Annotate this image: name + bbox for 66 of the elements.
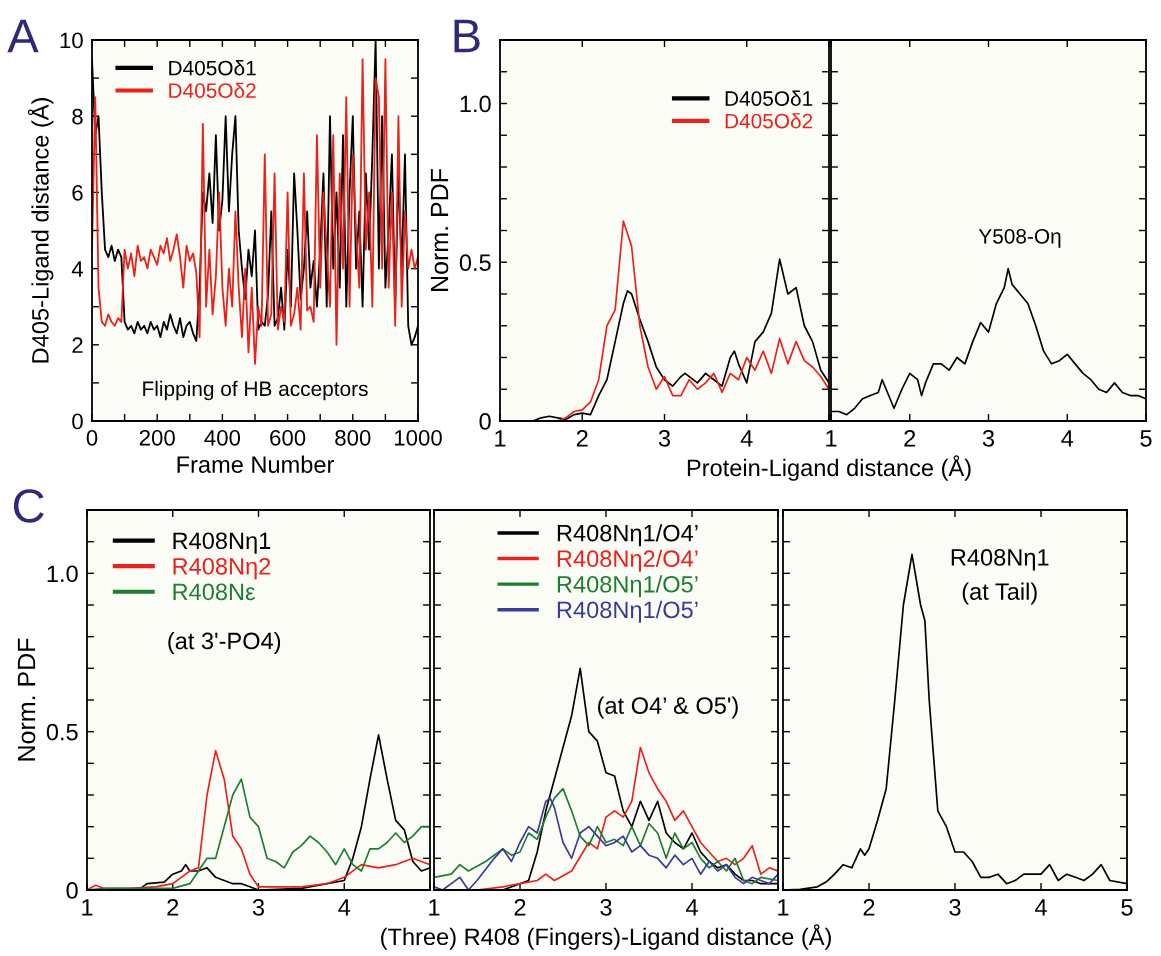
legend-label: R408Nη2/O4’: [557, 549, 698, 572]
y-axis-title: D405-Ligand distance (Å): [27, 98, 54, 363]
x-tick-label: 3: [982, 429, 995, 447]
text: A: [7, 19, 39, 53]
legend-label: R408Nη1/O4’: [557, 524, 698, 547]
x-axis-title: Frame Number: [177, 455, 334, 473]
y-tick-label: 0: [479, 413, 491, 430]
x-tick-label: 3: [600, 898, 612, 916]
x-tick-label: 2: [576, 429, 588, 447]
legend-label: D405Oδ2: [169, 82, 256, 98]
legend-label: D405Oδ1: [725, 90, 813, 106]
x-tick-label: 3: [658, 429, 671, 447]
x-tick-label: 1: [429, 899, 440, 916]
x-tick-label: 4: [740, 430, 753, 447]
legend-label: R408Nη1/O5’: [557, 600, 698, 623]
x-tick-label: 600: [270, 429, 306, 446]
y-tick-label: 0: [66, 882, 78, 899]
annotation: Flipping of HB acceptors: [143, 380, 368, 401]
annotation: R408Nη1: [951, 549, 1049, 571]
text: C: [13, 489, 44, 523]
x-tick-label: 2: [167, 898, 179, 916]
y-axis-title: Norm. PDF: [430, 169, 449, 291]
y-tick-label: 0.5: [46, 723, 78, 741]
y-tick-label: 0: [72, 413, 83, 430]
x-tick-label: 1: [82, 899, 93, 916]
annotation: (at 3'-PO4): [168, 631, 281, 654]
x-tick-label: 400: [204, 429, 241, 446]
text: B: [454, 19, 480, 53]
legend-label: D405Oδ2: [725, 113, 813, 129]
x-tick-label: 4: [685, 899, 698, 916]
x-tick-label: 2: [904, 429, 916, 447]
y-tick-label: 8: [72, 108, 83, 125]
legend-label: R408Nε: [173, 583, 256, 601]
x-tick-label: 1: [495, 430, 506, 447]
x-tick-label: 4: [1061, 430, 1074, 447]
y-tick-label: 4: [71, 261, 84, 277]
y-tick-label: 0.5: [459, 254, 491, 272]
legend-label: R408Nη1: [173, 532, 271, 554]
x-tick-label: 200: [139, 429, 175, 446]
annotation: (at Tail): [962, 582, 1037, 605]
y-tick-label: 6: [72, 184, 83, 201]
legend-label: R408Nη2: [173, 557, 271, 580]
y-tick-label: 1.0: [47, 565, 78, 583]
x-tick-label: 3: [949, 898, 961, 916]
x-tick-label: 4: [338, 899, 351, 916]
x-tick-label: 1000: [394, 429, 442, 446]
legend-label: R408Nη1/O5’: [557, 575, 698, 598]
x-tick-label: 1: [778, 899, 789, 916]
x-tick-label: 5: [1140, 430, 1152, 447]
x-tick-label: 2: [863, 898, 875, 916]
annotation: Y508-Oη: [978, 228, 1061, 248]
legend-label: D405Oδ1: [169, 60, 256, 76]
x-tick-label: 3: [252, 898, 265, 916]
x-axis-title: Protein-Ligand distance (Å): [687, 455, 971, 481]
y-axis-title: Norm. PDF: [17, 638, 36, 761]
y-tick-label: 10: [60, 32, 83, 49]
x-tick-label: 4: [1034, 899, 1047, 916]
annotation: (at O4’ & O5'): [598, 696, 738, 719]
x-tick-label: 1: [826, 430, 837, 447]
x-tick-label: 800: [335, 429, 371, 446]
x-tick-label: 0: [86, 429, 98, 446]
x-tick-label: 5: [1121, 899, 1133, 916]
y-tick-label: 2: [72, 337, 83, 353]
x-axis-title: (Three) R408 (Fingers)-Ligand distance (Å): [381, 924, 831, 950]
y-tick-label: 1.0: [460, 95, 491, 113]
x-tick-label: 2: [514, 898, 526, 916]
